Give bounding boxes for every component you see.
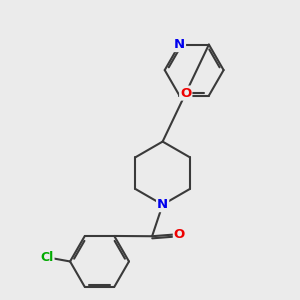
Text: O: O [174, 228, 185, 241]
Text: Cl: Cl [40, 251, 54, 264]
Text: N: N [174, 38, 185, 51]
Text: N: N [157, 198, 168, 211]
Text: O: O [180, 87, 191, 100]
